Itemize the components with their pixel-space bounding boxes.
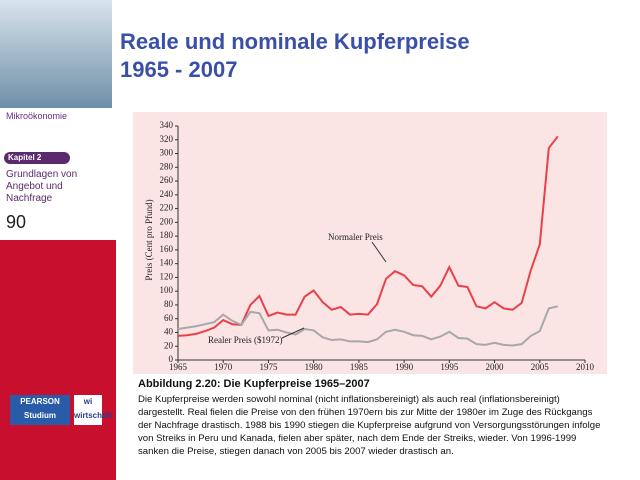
- slide-title: Reale und nominale Kupferpreise 1965 - 20…: [120, 28, 470, 84]
- sidebar: [0, 240, 116, 480]
- chapter: Kapitel 2: [4, 152, 70, 164]
- imprint-logo: wi wirtschaft: [74, 395, 112, 425]
- y-tick-label: 260: [160, 175, 174, 185]
- chapter-title: Grundlagen von Angebot und Nachfrage: [6, 169, 78, 204]
- x-tick-label: 2000: [486, 362, 505, 372]
- publisher-logo: PEARSON Studium: [10, 395, 70, 425]
- annotation-leader: [371, 241, 387, 263]
- caption: Die Kupferpreise werden sowohl nominal (…: [138, 394, 601, 457]
- course: Mikroökonomie: [6, 111, 68, 121]
- title-line: 1965 - 2007: [120, 57, 238, 82]
- y-axis-label: Preis (Cent pro Pfund): [144, 199, 154, 280]
- y-tick-label: 140: [160, 258, 174, 268]
- chart-background: [133, 112, 607, 374]
- y-tick-label: 40: [164, 327, 174, 337]
- series-annotation: Normaler Preis: [328, 232, 383, 242]
- y-tick-label: 100: [160, 285, 174, 295]
- y-tick-label: 280: [160, 161, 174, 171]
- annotation-leader: [281, 327, 305, 339]
- y-tick-label: 240: [160, 189, 174, 199]
- x-tick-label: 1990: [395, 362, 414, 372]
- y-tick-label: 180: [160, 230, 174, 240]
- y-tick-label: 80: [164, 299, 174, 309]
- y-tick-label: 160: [160, 244, 174, 254]
- y-tick-label: 20: [164, 340, 174, 350]
- y-tick-label: 300: [160, 148, 174, 158]
- caption-title: Abbildung 2.20: Die Kupferpreise 1965–20…: [138, 378, 370, 390]
- y-tick-label: 320: [160, 134, 174, 144]
- y-tick-label: 340: [160, 120, 174, 130]
- x-tick-label: 2005: [531, 362, 550, 372]
- y-tick-label: 0: [169, 354, 174, 364]
- x-tick-label: 2010: [576, 362, 595, 372]
- y-tick-label: 120: [160, 271, 174, 281]
- series-line: [177, 305, 559, 347]
- x-tick-label: 1970: [214, 362, 233, 372]
- x-tick-label: 1980: [305, 362, 324, 372]
- x-tick-label: 1975: [259, 362, 278, 372]
- x-tick-label: 1985: [350, 362, 369, 372]
- header-image: [0, 0, 112, 108]
- series-annotation: Realer Preis ($1972): [208, 335, 282, 345]
- y-tick-label: 200: [160, 216, 174, 226]
- x-tick-label: 1965: [169, 362, 188, 372]
- y-tick-label: 60: [164, 313, 174, 323]
- title-line: Reale und nominale Kupferpreise: [120, 29, 470, 54]
- x-tick-label: 1995: [440, 362, 459, 372]
- page-number: 90: [6, 212, 27, 232]
- y-tick-label: 220: [160, 203, 174, 213]
